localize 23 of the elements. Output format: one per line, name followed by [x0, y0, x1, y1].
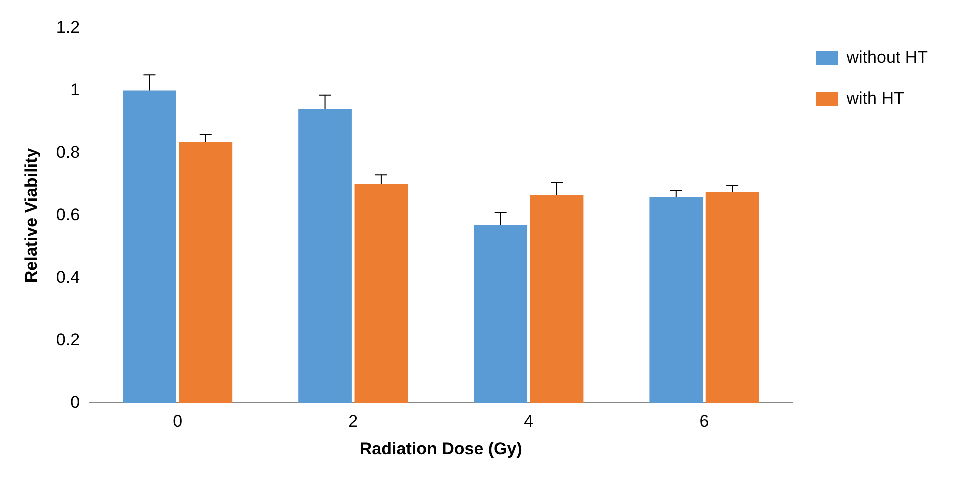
bar	[706, 192, 760, 404]
x-tick-label: 6	[700, 412, 710, 432]
y-tick-label: 1	[70, 80, 80, 100]
y-tick-label: 1.2	[56, 18, 80, 37]
legend-label: without HT	[846, 48, 928, 68]
y-tick-label: 0.4	[56, 268, 80, 287]
y-tick-label: 0	[70, 392, 80, 412]
legend-label: with HT	[846, 89, 904, 108]
x-tick-label: 0	[173, 412, 183, 432]
y-tick-label: 0.8	[56, 142, 80, 162]
y-tick-label: 0.6	[56, 205, 80, 224]
bar	[179, 142, 233, 404]
bar	[650, 196, 704, 404]
bar	[298, 109, 352, 404]
bar	[123, 90, 176, 404]
x-axis-title: Radiation Dose (Gy)	[360, 439, 522, 458]
y-tick-label: 0.2	[56, 330, 80, 350]
y-axis-title: Relative Viability	[22, 148, 41, 284]
x-tick-label: 2	[348, 412, 358, 432]
bar	[354, 184, 408, 404]
x-tick-label: 4	[524, 412, 534, 432]
bar	[474, 225, 528, 404]
bar	[530, 195, 584, 404]
